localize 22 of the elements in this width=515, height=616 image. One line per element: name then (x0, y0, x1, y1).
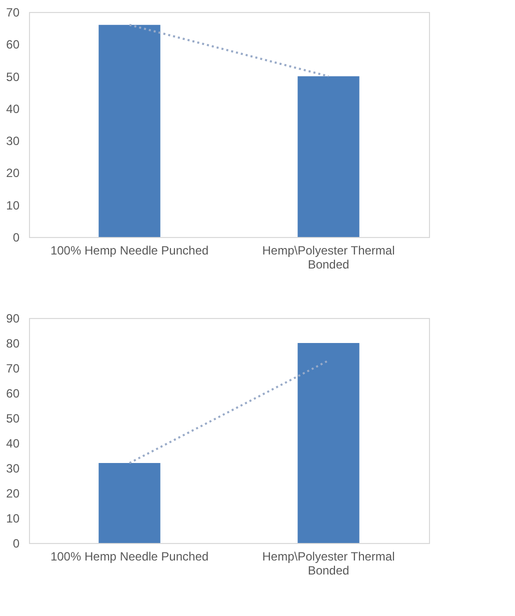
y-tick-label: 0 (12, 536, 20, 550)
y-tick-label: 20 (6, 166, 20, 180)
y-tick-label: 20 (6, 486, 20, 500)
y-tick-label: 30 (6, 134, 20, 148)
y-tick-label: 10 (6, 198, 20, 212)
y-tick-label: 90 (6, 312, 20, 326)
y-tick-label: 70 (6, 362, 20, 376)
y-tick-label: 60 (6, 38, 20, 52)
y-tick-label: 80 (6, 336, 20, 350)
y-tick-label: 60 (6, 386, 20, 400)
y-tick-label: 40 (6, 102, 20, 116)
x-tick-label: Hemp\Polyester Thermal Bonded (262, 244, 395, 272)
y-tick-label: 30 (6, 462, 20, 476)
y-tick-label: 50 (6, 70, 20, 84)
x-tick-label: 100% Hemp Needle Punched (50, 550, 209, 564)
y-tick-label: 50 (6, 412, 20, 426)
y-tick-label: 10 (6, 512, 20, 526)
y-tick-label: 0 (12, 230, 20, 244)
y-tick-label: 70 (6, 6, 20, 20)
y-tick-label: 40 (6, 436, 20, 450)
x-tick-label: 100% Hemp Needle Punched (50, 244, 209, 258)
x-tick-label: Hemp\Polyester Thermal Bonded (262, 550, 395, 578)
